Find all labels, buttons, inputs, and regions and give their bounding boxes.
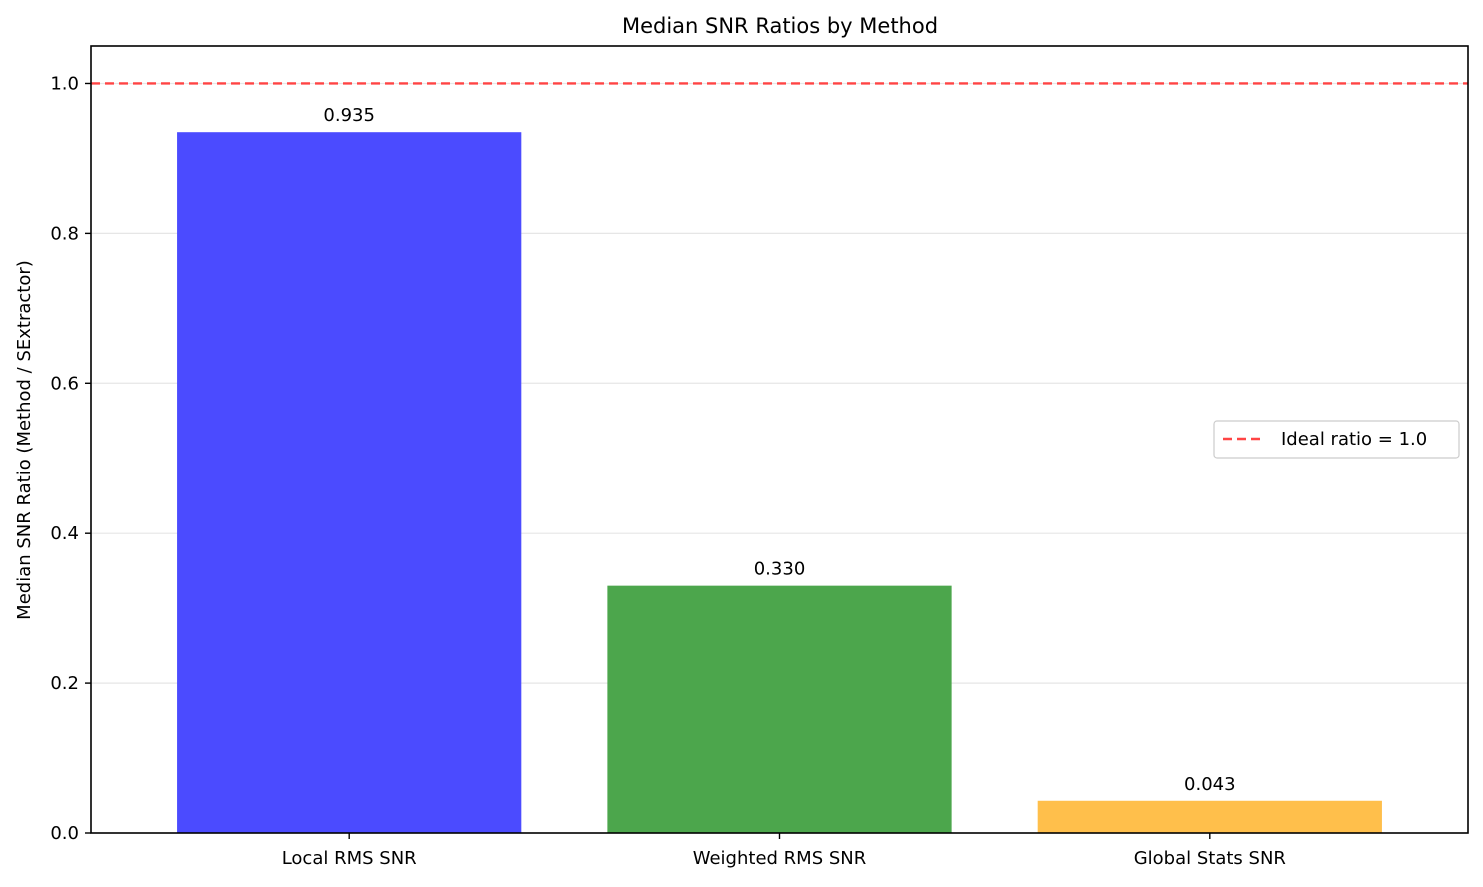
bar-0 <box>177 132 522 833</box>
legend-entry-label: Ideal ratio = 1.0 <box>1281 429 1427 450</box>
bar-2 <box>1037 800 1382 833</box>
y-tick-label-3: 0.6 <box>50 373 79 394</box>
legend-box <box>1213 420 1460 459</box>
x-tick-label-0: Local RMS SNR <box>282 848 417 869</box>
data-label-2: 0.043 <box>1184 774 1236 795</box>
legend: Ideal ratio = 1.0 <box>1213 420 1460 459</box>
x-tick-label-2: Global Stats SNR <box>1134 848 1286 869</box>
x-tick-label-1: Weighted RMS SNR <box>693 848 867 869</box>
data-labels-layer: 0.935 0.330 0.043 <box>323 105 1235 795</box>
chart-title: Median SNR Ratios by Method <box>622 14 938 38</box>
y-tick-label-1: 0.2 <box>50 673 79 694</box>
y-tick-label-0: 0.0 <box>50 823 79 844</box>
y-tick-label-2: 0.4 <box>50 523 79 544</box>
y-axis-label: Median SNR Ratio (Method / SExtractor) <box>14 260 35 620</box>
y-tick-label-5: 1.0 <box>50 73 79 94</box>
axes-layer: 0.0 0.2 0.4 0.6 0.8 1.0 Local RMS SNR Weighted … <box>50 45 1469 869</box>
data-label-0: 0.935 <box>323 105 375 126</box>
bars-layer <box>177 132 1382 833</box>
y-tick-label-4: 0.8 <box>50 223 79 244</box>
data-label-1: 0.330 <box>754 559 806 580</box>
bar-1 <box>607 585 952 833</box>
